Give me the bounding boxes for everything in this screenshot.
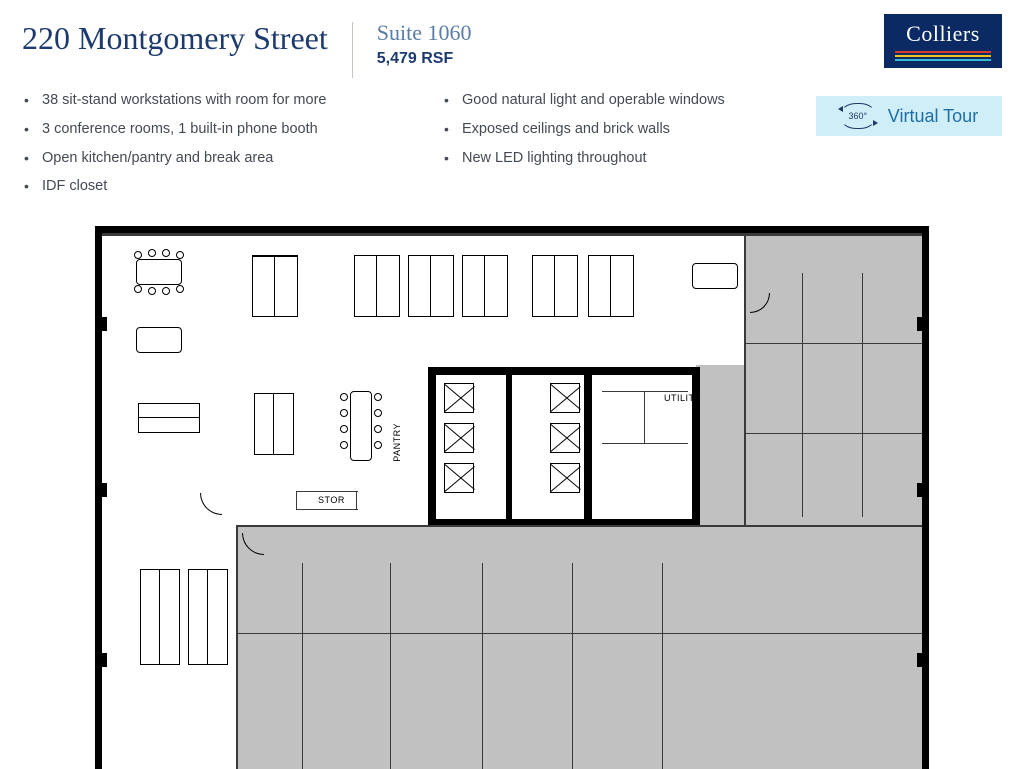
utility-label: UTILITY xyxy=(664,393,701,403)
brand-stripes xyxy=(895,51,991,61)
360-icon: 360° xyxy=(840,103,876,129)
feature-item: 38 sit-stand workstations with room for … xyxy=(22,90,412,112)
feature-item: New LED lighting throughout xyxy=(442,148,832,170)
features-col-1: 38 sit-stand workstations with room for … xyxy=(22,90,412,205)
feature-item: Exposed ceilings and brick walls xyxy=(442,119,832,141)
floorplan: /*spacer*/ UTILITY PANTRY STOR xyxy=(95,226,929,769)
virtual-tour-button[interactable]: 360° Virtual Tour xyxy=(816,96,1002,136)
suite-block: Suite 1060 5,479 RSF xyxy=(353,20,472,68)
suite-rsf: 5,479 RSF xyxy=(377,50,472,68)
features-col-2: Good natural light and operable windows … xyxy=(442,90,832,205)
feature-item: Good natural light and operable windows xyxy=(442,90,832,112)
address-title: 220 Montgomery Street xyxy=(22,20,352,57)
feature-item: Open kitchen/pantry and break area xyxy=(22,148,412,170)
features-row: 38 sit-stand workstations with room for … xyxy=(0,88,1024,213)
brand-logo: Colliers xyxy=(884,14,1002,68)
virtual-tour-label: Virtual Tour xyxy=(888,106,978,127)
suite-name: Suite 1060 xyxy=(377,20,472,46)
brand-name: Colliers xyxy=(906,21,980,47)
feature-item: IDF closet xyxy=(22,176,412,198)
feature-item: 3 conference rooms, 1 built-in phone boo… xyxy=(22,119,412,141)
header: 220 Montgomery Street Suite 1060 5,479 R… xyxy=(0,0,1024,88)
pantry-label: PANTRY xyxy=(392,423,402,462)
stor-label: STOR xyxy=(318,495,345,505)
